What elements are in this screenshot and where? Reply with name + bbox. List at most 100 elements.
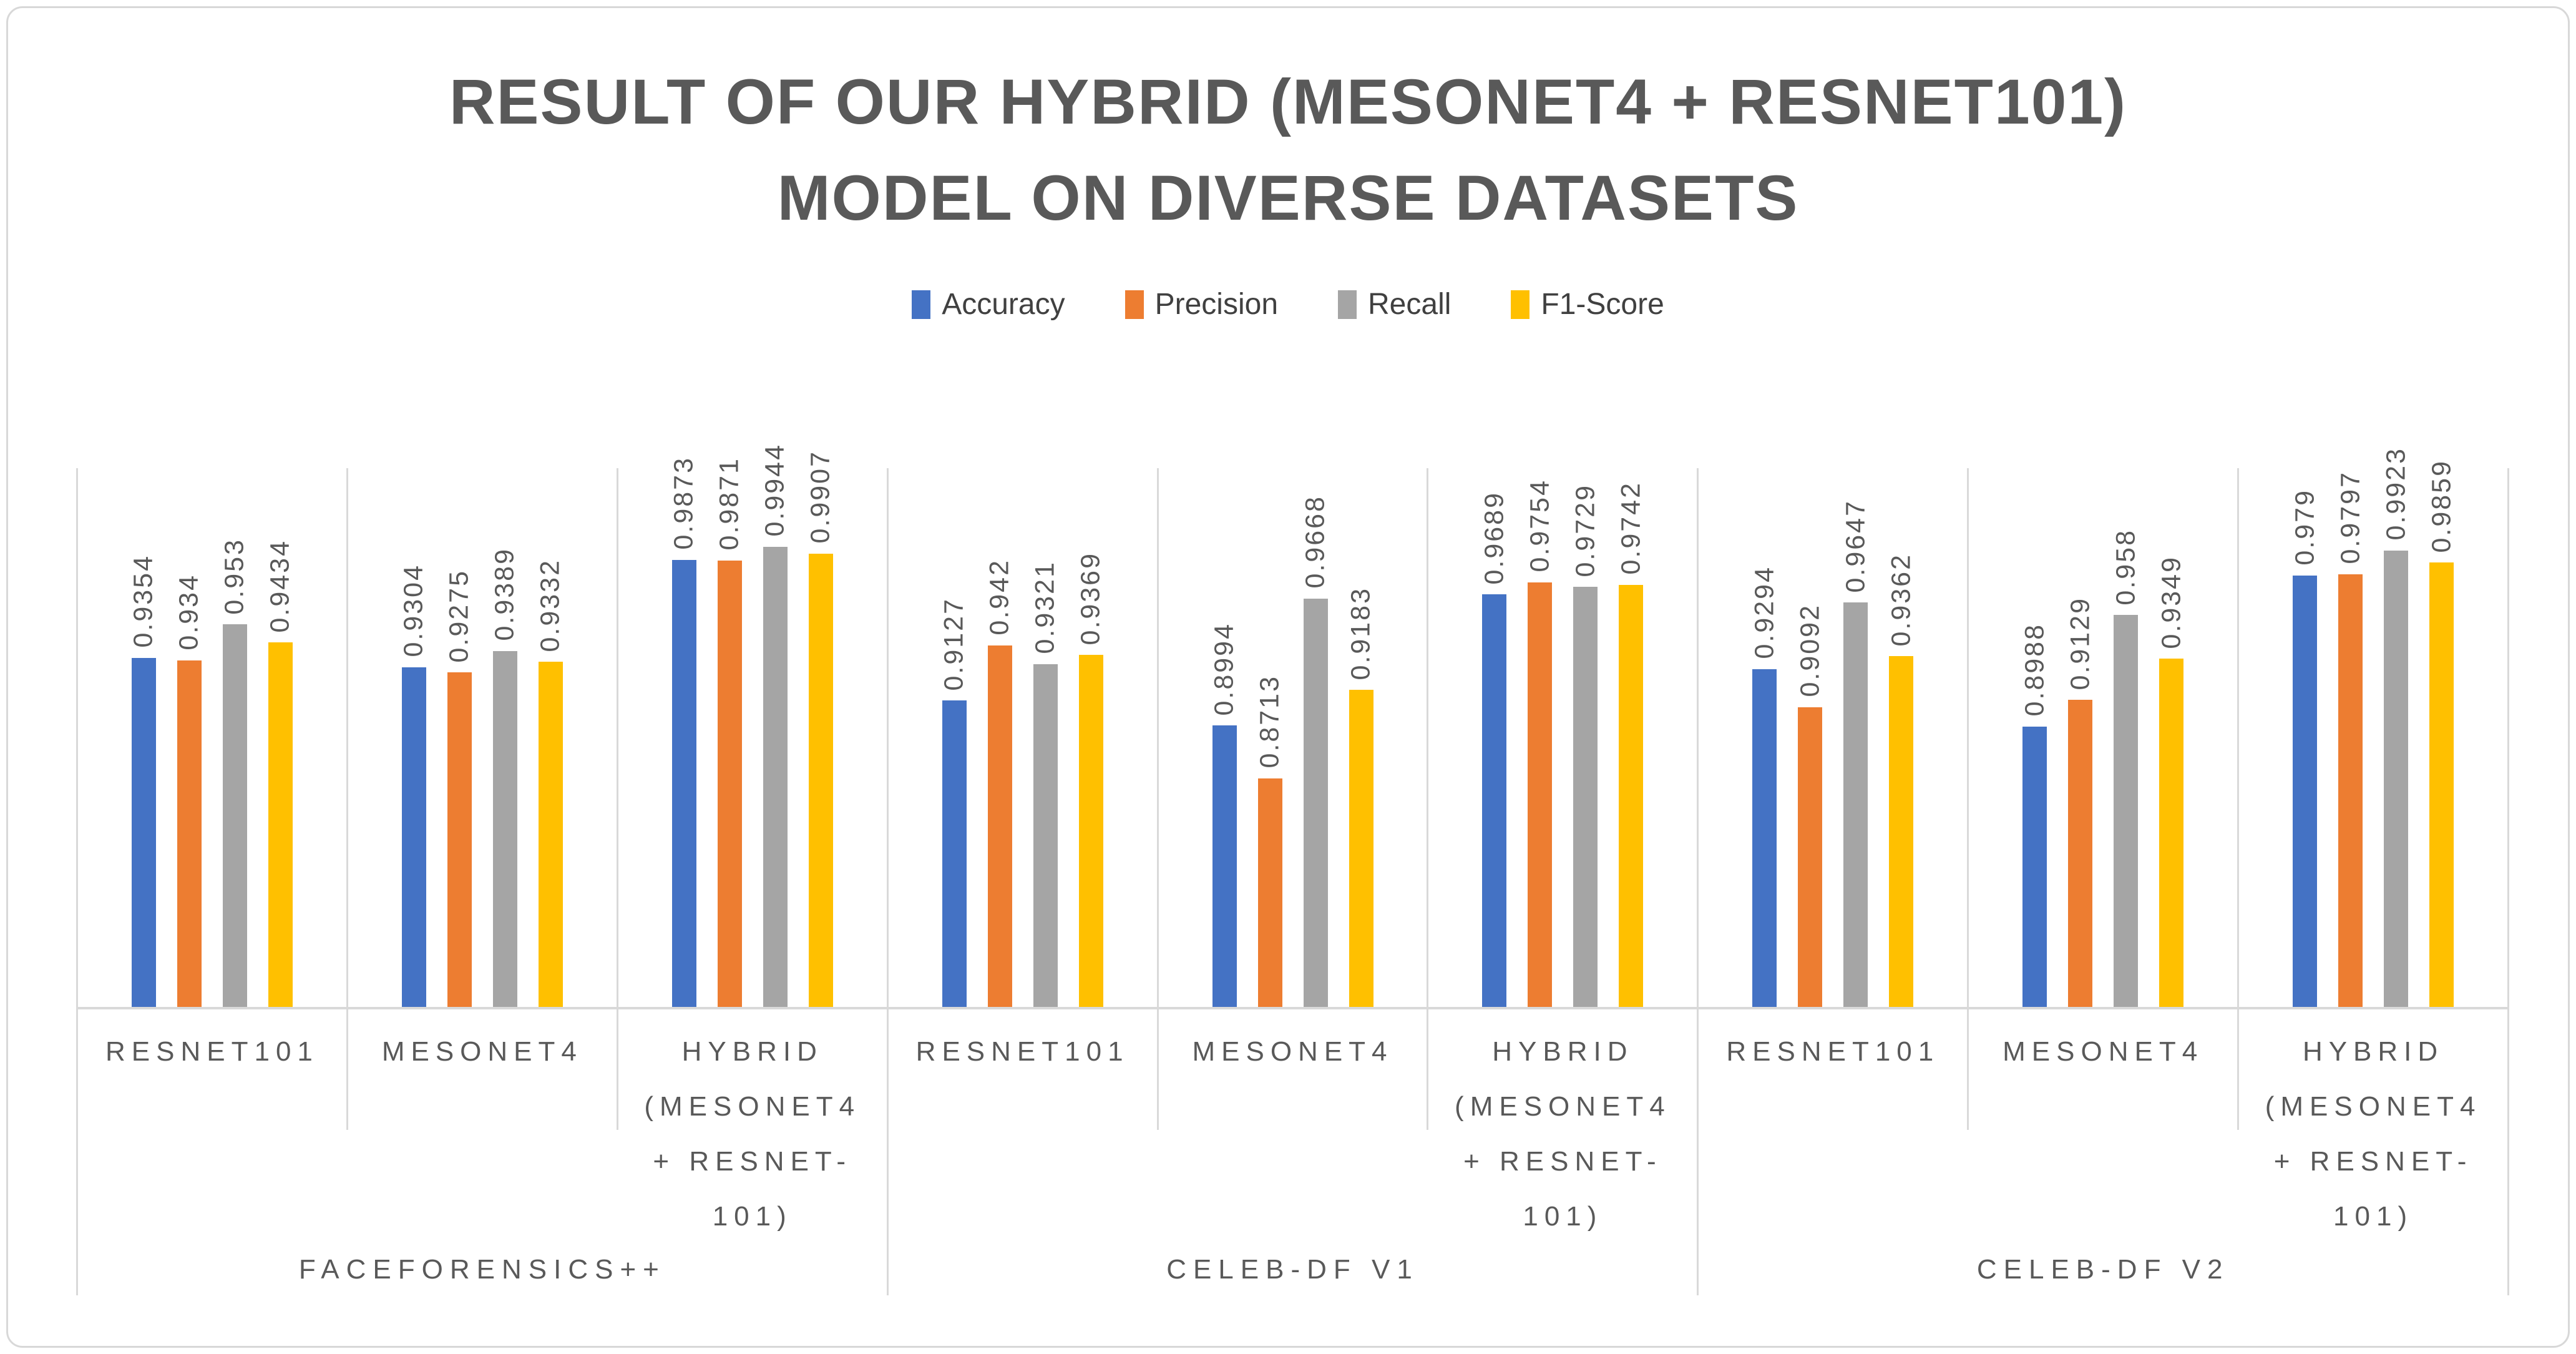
value-label: 0.9729 (1570, 483, 1601, 577)
axis-model-label: MESONET4 (2003, 1036, 2204, 1067)
value-label: 0.9362 (1886, 552, 1916, 647)
bar-precision: 0.9797 (2335, 471, 2365, 1007)
legend-item-precision: Precision (1125, 287, 1278, 321)
axis-dataset-cell: CELEB-DF V1 (886, 1130, 1697, 1295)
value-label: 0.9275 (444, 569, 474, 663)
value-label: 0.8994 (1209, 622, 1239, 716)
chart-title: RESULT OF OUR HYBRID (MESONET4 + RESNET1… (0, 54, 2576, 246)
value-label: 0.9389 (489, 547, 520, 641)
value-label: 0.9304 (398, 564, 429, 657)
axis-model-label: MESONET4 (1192, 1036, 1393, 1067)
bar-precision: 0.934 (174, 574, 204, 1007)
value-label: 0.9647 (1840, 499, 1871, 593)
bar-group-1: 0.9354 0.934 0.953 0.9434 (78, 468, 346, 1007)
value-label: 0.8713 (1254, 675, 1285, 769)
bar-group-9: 0.979 0.9797 0.9923 0.9859 (2237, 447, 2507, 1007)
value-label: 0.934 (173, 574, 204, 650)
legend-label: Precision (1154, 288, 1279, 321)
bar-precision: 0.9275 (444, 569, 474, 1007)
bar-f1-score: 0.9183 (1346, 587, 1376, 1007)
axis-model-label: RESNET101 (1726, 1036, 1940, 1067)
value-label: 0.9742 (1616, 481, 1646, 575)
axis-model-label: HYBRID (MESONET4 + RESNET- 101) (1455, 1036, 1671, 1232)
bar-accuracy: 0.9354 (129, 554, 159, 1007)
axis-model-cell: HYBRID (MESONET4 + RESNET- 101) (616, 1009, 887, 1232)
value-label: 0.9944 (759, 443, 790, 537)
value-label: 0.9873 (668, 456, 699, 550)
chart-title-line1: RESULT OF OUR HYBRID (MESONET4 + RESNET1… (449, 66, 2127, 137)
bar-recall: 0.9668 (1300, 495, 1330, 1007)
bar-group-8: 0.8988 0.9129 0.958 0.9349 (1967, 468, 2237, 1007)
value-label: 0.9871 (714, 457, 744, 551)
bar-precision: 0.9754 (1525, 479, 1554, 1007)
legend-item-recall: Recall (1338, 287, 1451, 321)
value-label: 0.8988 (2019, 623, 2050, 717)
legend-swatch-recall (1338, 290, 1357, 319)
value-label: 0.9369 (1075, 551, 1106, 645)
value-label: 0.9689 (1479, 491, 1510, 585)
bar-precision: 0.8713 (1255, 675, 1285, 1007)
value-label: 0.9129 (2065, 596, 2095, 690)
bar-f1-score: 0.9859 (2426, 459, 2456, 1007)
bar-f1-score: 0.9434 (265, 539, 295, 1007)
bar-recall: 0.9923 (2381, 447, 2411, 1007)
value-label: 0.9859 (2426, 459, 2457, 553)
bar-precision: 0.9129 (2065, 597, 2095, 1007)
axis-model-cell: HYBRID (MESONET4 + RESNET- 101) (1427, 1009, 1697, 1232)
bar-group-2: 0.9304 0.9275 0.9389 0.9332 (346, 468, 617, 1007)
value-label: 0.9354 (128, 554, 159, 648)
bar-recall: 0.9729 (1570, 484, 1600, 1007)
bar-group-3: 0.9873 0.9871 0.9944 0.9907 (616, 443, 887, 1007)
category-axis-model-row: RESNET101 MESONET4 HYBRID (MESONET4 + RESN… (76, 1009, 2509, 1232)
bar-accuracy: 0.9127 (939, 597, 969, 1007)
value-label: 0.942 (984, 559, 1015, 635)
value-label: 0.9434 (265, 539, 295, 633)
value-label: 0.9754 (1525, 479, 1555, 572)
bar-group-7: 0.9294 0.9092 0.9647 0.9362 (1697, 468, 1967, 1007)
axis-dataset-label: FACEFORENSICS++ (298, 1254, 666, 1285)
axis-model-label: HYBRID (MESONET4 + RESNET- 101) (644, 1036, 861, 1232)
value-label: 0.9127 (939, 597, 969, 691)
value-label: 0.9092 (1795, 604, 1825, 697)
chart-legend: Accuracy Precision Recall F1-Score (0, 287, 2576, 321)
value-label: 0.953 (219, 537, 250, 615)
axis-dataset-cell: FACEFORENSICS++ (78, 1130, 887, 1295)
axis-dataset-label: CELEB-DF V2 (1976, 1254, 2230, 1285)
axis-model-cell: MESONET4 (1967, 1009, 2237, 1130)
bar-precision: 0.942 (985, 559, 1015, 1007)
legend-item-accuracy: Accuracy (912, 287, 1065, 321)
value-label: 0.9668 (1300, 495, 1330, 589)
bar-group-5: 0.8994 0.8713 0.9668 0.9183 (1156, 468, 1427, 1007)
axis-model-cell: RESNET101 (886, 1009, 1157, 1130)
bar-recall: 0.9321 (1030, 561, 1060, 1007)
chart-title-line2: MODEL ON DIVERSE DATASETS (777, 162, 1799, 233)
bar-group-6: 0.9689 0.9754 0.9729 0.9742 (1427, 468, 1697, 1007)
plot-area: 0.9354 0.934 0.953 0.9434 0.9304 0.9275 0.9389… (76, 443, 2509, 1009)
value-label: 0.958 (2110, 528, 2141, 606)
bar-accuracy: 0.9304 (399, 564, 429, 1007)
bar-accuracy: 0.9873 (669, 456, 699, 1007)
bar-f1-score: 0.9349 (2156, 556, 2186, 1007)
bar-recall: 0.9389 (490, 547, 520, 1007)
axis-model-label: HYBRID (MESONET4 + RESNET- 101) (2265, 1036, 2482, 1232)
axis-model-label: RESNET101 (915, 1036, 1129, 1067)
category-axis-dataset-row: FACEFORENSICS++ CELEB-DF V1 CELEB-DF V2 (76, 1130, 2509, 1295)
bar-group-4: 0.9127 0.942 0.9321 0.9369 (886, 468, 1157, 1007)
axis-dataset-label: CELEB-DF V1 (1166, 1254, 1419, 1285)
bar-accuracy: 0.9294 (1749, 566, 1779, 1007)
value-label: 0.9321 (1030, 561, 1060, 654)
bar-accuracy: 0.9689 (1479, 491, 1509, 1007)
legend-label: Recall (1368, 288, 1451, 321)
bar-f1-score: 0.9907 (806, 450, 836, 1007)
bar-f1-score: 0.9742 (1616, 481, 1646, 1007)
axis-model-label: RESNET101 (105, 1036, 319, 1067)
value-label: 0.979 (2290, 489, 2320, 566)
bar-f1-score: 0.9362 (1886, 553, 1916, 1007)
legend-label: Accuracy (942, 288, 1065, 321)
legend-item-f1-score: F1-Score (1511, 287, 1664, 321)
legend-swatch-precision (1125, 290, 1144, 319)
legend-label: F1-Score (1541, 288, 1664, 321)
bar-accuracy: 0.8988 (2019, 623, 2049, 1007)
axis-model-cell: MESONET4 (346, 1009, 617, 1130)
value-label: 0.9907 (805, 450, 836, 544)
